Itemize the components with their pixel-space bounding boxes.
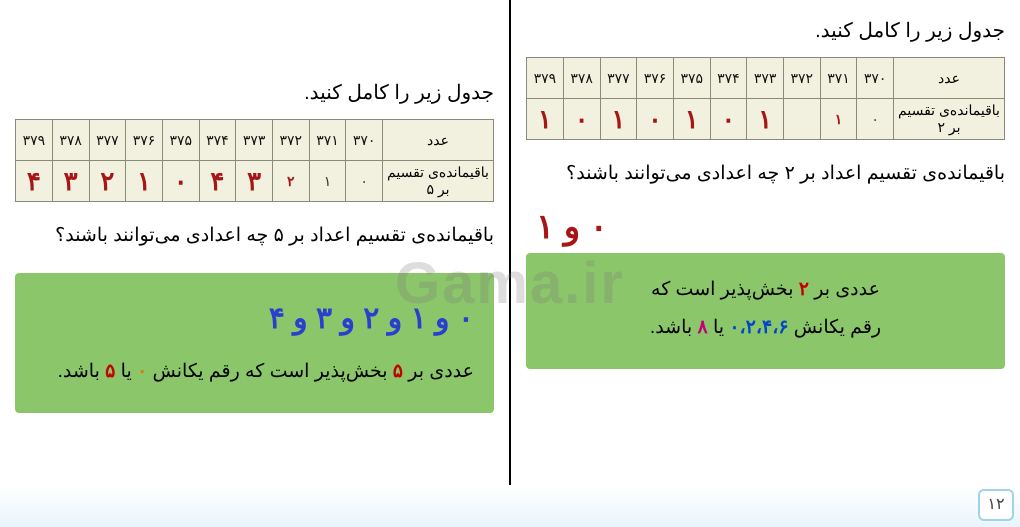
question-left: باقیمانده‌ی تقسیم اعداد بر ۵ چه اعدادی م…	[15, 218, 494, 254]
answers-line-left: ۰ و ۱ و ۲ و ۳ و ۴	[35, 289, 474, 349]
row2-label-right: باقیمانده‌ی تقسیم بر ۲	[894, 99, 1005, 140]
rule-box-left: ۰ و ۱ و ۲ و ۳ و ۴ عددی بر ۵ بخش‌پذیر است…	[15, 273, 494, 413]
header-label-right: عدد	[894, 58, 1005, 99]
table-row: عدد ۳۷۰ ۳۷۱ ۳۷۲ ۳۷۳ ۳۷۴ ۳۷۵ ۳۷۶ ۳۷۷ ۳۷۸ …	[16, 120, 494, 161]
table-right: عدد ۳۷۰ ۳۷۱ ۳۷۲ ۳۷۳ ۳۷۴ ۳۷۵ ۳۷۶ ۳۷۷ ۳۷۸ …	[526, 57, 1005, 140]
table-row: عدد ۳۷۰ ۳۷۱ ۳۷۲ ۳۷۳ ۳۷۴ ۳۷۵ ۳۷۶ ۳۷۷ ۳۷۸ …	[527, 58, 1005, 99]
instruction-left: جدول زیر را کامل کنید.	[15, 80, 494, 105]
header-label-left: عدد	[383, 120, 494, 161]
page-number: ۱۲	[978, 489, 1014, 521]
table-row: باقیمانده‌ی تقسیم بر ۲ ۰ ۱ ۱ ۰ ۱ ۰ ۱ ۰ ۱	[527, 99, 1005, 140]
instruction-right: جدول زیر را کامل کنید.	[526, 18, 1005, 43]
big-answer-right: ۰ و ۱	[536, 207, 1005, 247]
table-row: باقیمانده‌ی تقسیم بر ۵ ۰ ۱ ۲ ۳ ۴ ۰ ۱ ۲ ۳…	[16, 161, 494, 202]
question-right: باقیمانده‌ی تقسیم اعداد بر ۲ چه اعدادی م…	[526, 156, 1005, 192]
row2-label-left: باقیمانده‌ی تقسیم بر ۵	[383, 161, 494, 202]
rule-box-right: عددی بر ۲ بخش‌پذیر است که رقم یکانش ۰،۲،…	[526, 253, 1005, 369]
rule-line-left: عددی بر ۵ بخش‌پذیر است که رقم یکانش ۰ یا…	[35, 353, 474, 391]
table-left: عدد ۳۷۰ ۳۷۱ ۳۷۲ ۳۷۳ ۳۷۴ ۳۷۵ ۳۷۶ ۳۷۷ ۳۷۸ …	[15, 119, 494, 202]
footer-fade	[0, 487, 1020, 527]
